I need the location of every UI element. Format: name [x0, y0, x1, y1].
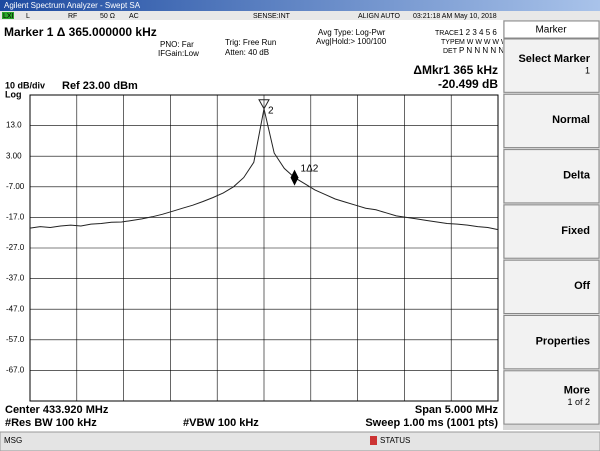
softkey[interactable] [503, 259, 600, 315]
softkey[interactable] [503, 370, 600, 425]
y-tick-label: -47.0 [6, 304, 25, 313]
lxi-badge [2, 12, 14, 19]
atten: Atten: 40 dB [225, 48, 269, 57]
avg-hold: Avg|Hold:> 100/100 [316, 37, 387, 46]
softkey[interactable] [503, 38, 600, 93]
pno: PNO: Far [160, 40, 194, 49]
sweep: Sweep 1.00 ms (1001 pts) [365, 417, 498, 429]
lxi: LXI [3, 13, 14, 20]
softkey-label: Properties [536, 335, 590, 347]
delta-marker-freq: ΔMkr1 365 kHz [413, 63, 498, 77]
marker-label: 2 [268, 105, 274, 116]
ifgain: IFGain:Low [158, 49, 199, 58]
softkey-header-box [503, 20, 600, 39]
softkey[interactable] [503, 315, 600, 370]
trace-list: 1 2 3 4 5 6 [459, 28, 497, 37]
msg: MSG [4, 436, 22, 445]
softkey[interactable] [503, 149, 600, 204]
marker-symbol [258, 99, 270, 110]
y-tick-label: -67.0 [6, 366, 25, 375]
softkey[interactable] [503, 204, 600, 259]
marker-readout: Marker 1 Δ 365.000000 kHz [4, 25, 157, 39]
status-row [0, 11, 600, 20]
y-tick-label: -57.0 [6, 335, 25, 344]
y-tick-label: 13.0 [6, 121, 22, 130]
det-list: P N N N N N [459, 46, 504, 55]
align: ALIGN AUTO [358, 13, 400, 20]
sense: SENSE:INT [253, 13, 291, 20]
center-freq: Center 433.920 MHz [5, 404, 109, 416]
avg-type: Avg Type: Log-Pwr [318, 28, 386, 37]
input: RF [68, 13, 77, 20]
title-bar [0, 0, 600, 11]
ref-level: Ref 23.00 dBm [62, 80, 138, 92]
trig: Trig: Free Run [225, 38, 276, 47]
softkey-label: Off [574, 280, 590, 292]
scale-type: Log [5, 89, 22, 99]
softkey-label: More [564, 385, 590, 397]
softkey-label: Fixed [561, 225, 590, 237]
y-tick-label: -7.00 [6, 182, 25, 191]
status: STATUS [380, 436, 410, 445]
softkey-label: Select Marker [518, 53, 590, 65]
det-label: DET [443, 48, 458, 55]
type-list: M W W W W W [459, 39, 508, 46]
softkey[interactable] [503, 93, 600, 149]
y-tick-label: 3.00 [6, 151, 22, 160]
trace-label: TRACE [435, 30, 459, 37]
span: Span 5.000 MHz [415, 404, 499, 416]
softkey-sub: 1 [585, 65, 590, 75]
impedance: 50 Ω [100, 13, 115, 20]
message-bar [0, 431, 600, 451]
softkey-sub: 1 of 2 [567, 397, 590, 407]
type-label: TYPE [441, 39, 460, 46]
softkey-header: Marker [535, 25, 567, 36]
datetime: 03:21:18 AM May 10, 2018 [413, 13, 497, 20]
scale-label: 10 dB/div [5, 80, 45, 90]
marker-symbol [290, 169, 299, 186]
softkey-label: Delta [563, 170, 591, 182]
softkey-label: Normal [552, 114, 590, 126]
window-title: Agilent Spectrum Analyzer - Swept SA [4, 1, 141, 10]
rbw: #Res BW 100 kHz [5, 417, 97, 429]
y-tick-label: -17.0 [6, 213, 25, 222]
status-icon [370, 436, 377, 445]
y-tick-label: -37.0 [6, 274, 25, 283]
marker-label: 1Δ2 [301, 163, 319, 174]
mode: L [26, 13, 30, 20]
vbw: #VBW 100 kHz [183, 417, 259, 429]
delta-marker-value: -20.499 dB [438, 77, 498, 91]
coupling: AC [129, 13, 139, 20]
y-tick-label: -27.0 [6, 243, 25, 252]
